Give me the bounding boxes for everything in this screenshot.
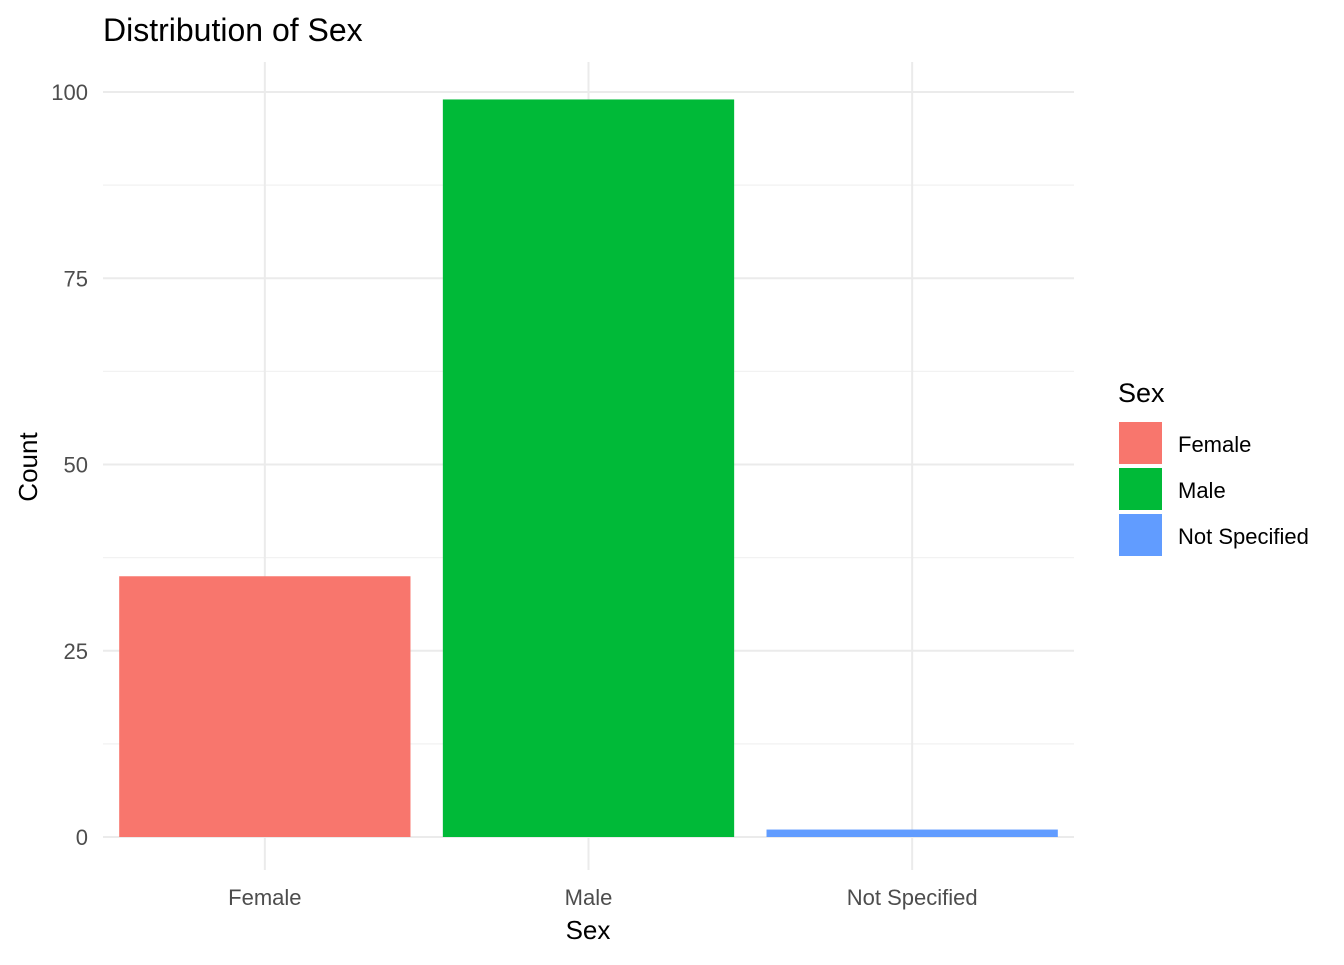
x-axis-ticks: Female Male Not Specified [228, 885, 977, 910]
y-tick-label: 0 [76, 825, 88, 850]
y-tick-label: 50 [64, 453, 88, 478]
legend: Sex Female Male Not Specified [1118, 378, 1309, 556]
bars [119, 99, 1058, 837]
y-tick-label: 25 [64, 639, 88, 664]
x-tick-label: Female [228, 885, 301, 910]
y-axis-ticks: 0 25 50 75 100 [51, 80, 88, 850]
x-tick-label: Male [565, 885, 613, 910]
bar-not-specified [766, 829, 1058, 837]
x-tick-label: Not Specified [847, 885, 978, 910]
legend-key [1119, 514, 1162, 556]
y-tick-label: 100 [51, 80, 88, 105]
legend-label: Female [1178, 432, 1251, 457]
legend-title: Sex [1118, 378, 1165, 408]
chart-title: Distribution of Sex [103, 12, 363, 48]
legend-key [1119, 468, 1162, 510]
bar-male [442, 99, 735, 837]
y-tick-label: 75 [64, 266, 88, 291]
legend-key [1119, 422, 1162, 464]
bar-female [119, 576, 411, 837]
legend-entries: Female Male Not Specified [1119, 422, 1309, 556]
x-axis-title: Sex [566, 915, 611, 945]
legend-label: Not Specified [1178, 524, 1309, 549]
legend-label: Male [1178, 478, 1226, 503]
y-axis-title: Count [13, 432, 43, 502]
